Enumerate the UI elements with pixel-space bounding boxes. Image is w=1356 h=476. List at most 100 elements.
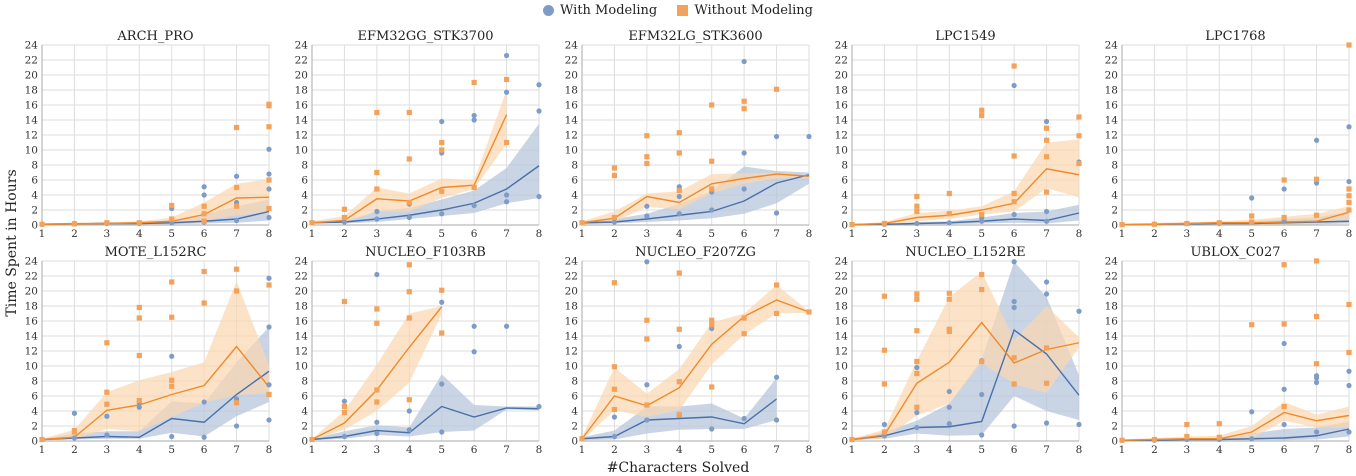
data-point-with-modeling — [676, 343, 682, 350]
data-point-with-modeling — [439, 429, 445, 435]
x-tick-label: 6 — [201, 228, 208, 240]
confidence-band-without-modeling — [312, 90, 507, 224]
data-point-without-modeling — [914, 358, 920, 365]
data-point-with-modeling — [914, 220, 920, 227]
y-tick-label: 18 — [835, 301, 848, 313]
data-point-without-modeling — [1249, 322, 1255, 328]
y-tick-label: 10 — [565, 145, 578, 157]
data-point-with-modeling — [676, 211, 682, 217]
y-tick-label: 2 — [301, 205, 308, 217]
x-tick-label: 5 — [978, 228, 985, 240]
data-point-without-modeling — [233, 184, 240, 191]
data-point-without-modeling — [201, 211, 207, 217]
mean-line-without-modeling — [1121, 211, 1350, 226]
data-point-without-modeling — [676, 379, 682, 385]
data-point-without-modeling — [946, 290, 952, 296]
data-point-with-modeling — [266, 186, 272, 192]
y-tick-label: 24 — [1105, 40, 1119, 52]
x-tick-label: 5 — [708, 228, 715, 240]
data-point-without-modeling — [104, 401, 110, 407]
legend-label: With Modeling — [560, 3, 658, 18]
y-tick-label: 18 — [25, 301, 38, 313]
y-tick-label: 10 — [565, 361, 578, 373]
x-tick-label: 3 — [914, 444, 921, 456]
data-point-with-modeling — [374, 271, 380, 278]
y-tick-label: 16 — [1105, 316, 1119, 328]
y-tick-label: 20 — [295, 70, 308, 82]
data-point-without-modeling — [979, 211, 985, 218]
data-point-with-modeling — [471, 323, 477, 329]
y-tick-label: 22 — [835, 55, 848, 67]
data-point-without-modeling — [1281, 262, 1287, 268]
x-tick-label: 3 — [914, 228, 921, 240]
confidence-band-with-modeling — [1122, 421, 1349, 441]
data-point-without-modeling — [374, 387, 380, 393]
y-tick-label: 6 — [841, 391, 848, 403]
y-tick-label: 18 — [1105, 301, 1118, 313]
data-point-without-modeling — [676, 412, 682, 418]
x-tick-label: 5 — [1248, 228, 1255, 240]
y-tick-label: 18 — [565, 301, 578, 313]
x-tick-label: 6 — [1281, 444, 1288, 456]
data-point-without-modeling — [1184, 433, 1190, 440]
subplot-title: NUCLEO_F103RB — [365, 245, 486, 260]
data-point-with-modeling — [1346, 178, 1352, 185]
y-tick-label: 8 — [31, 160, 38, 172]
data-point-without-modeling — [266, 124, 272, 130]
data-point-with-modeling — [406, 408, 412, 414]
data-point-without-modeling — [1011, 381, 1017, 387]
data-point-with-modeling — [536, 403, 542, 410]
x-tick-label: 7 — [773, 228, 780, 240]
x-tick-label: 8 — [266, 444, 273, 456]
x-tick-label: 8 — [1076, 444, 1083, 456]
data-point-without-modeling — [1346, 199, 1352, 206]
y-tick-label: 12 — [565, 346, 578, 358]
data-point-without-modeling — [1249, 219, 1255, 225]
data-point-with-modeling — [1011, 259, 1017, 265]
data-point-without-modeling — [881, 347, 888, 353]
data-point-without-modeling — [611, 364, 618, 370]
y-tick-label: 14 — [295, 331, 309, 343]
x-tick-label: 3 — [1184, 228, 1191, 240]
x-tick-label: 4 — [406, 444, 413, 456]
data-point-without-modeling — [374, 169, 380, 176]
data-point-without-modeling — [341, 206, 348, 212]
y-tick-label: 16 — [565, 100, 579, 112]
x-axis-label: #Characters Solved — [607, 460, 750, 476]
y-tick-label: 24 — [835, 256, 849, 268]
mean-line-without-modeling — [41, 196, 270, 225]
y-tick-label: 20 — [1105, 70, 1118, 82]
y-tick-label: 14 — [1105, 331, 1119, 343]
y-tick-label: 18 — [25, 85, 38, 97]
data-point-with-modeling — [201, 434, 207, 440]
data-point-without-modeling — [914, 291, 920, 297]
data-point-without-modeling — [881, 429, 888, 435]
y-tick-label: 2 — [571, 205, 578, 217]
x-tick-label: 4 — [946, 444, 953, 456]
data-point-without-modeling — [979, 358, 985, 365]
data-point-without-modeling — [1216, 434, 1222, 440]
y-tick-label: 12 — [25, 346, 38, 358]
data-point-with-modeling — [471, 202, 477, 209]
data-point-without-modeling — [1151, 221, 1158, 227]
data-point-with-modeling — [1043, 291, 1050, 297]
data-point-with-modeling — [741, 58, 747, 65]
data-point-without-modeling — [709, 186, 715, 192]
data-point-without-modeling — [39, 436, 45, 443]
y-tick-label: 8 — [841, 160, 848, 172]
data-point-with-modeling — [741, 186, 747, 192]
data-point-with-modeling — [914, 424, 920, 431]
data-point-without-modeling — [233, 266, 240, 272]
y-tick-label: 0 — [571, 436, 578, 448]
data-point-with-modeling — [1281, 421, 1287, 428]
y-tick-label: 0 — [301, 436, 308, 448]
data-point-with-modeling — [266, 171, 272, 177]
x-tick-label: 1 — [309, 228, 316, 240]
data-point-without-modeling — [71, 427, 78, 434]
data-point-with-modeling — [136, 404, 142, 410]
data-point-without-modeling — [439, 188, 445, 194]
x-tick-label: 7 — [503, 228, 510, 240]
x-tick-label: 5 — [708, 444, 715, 456]
